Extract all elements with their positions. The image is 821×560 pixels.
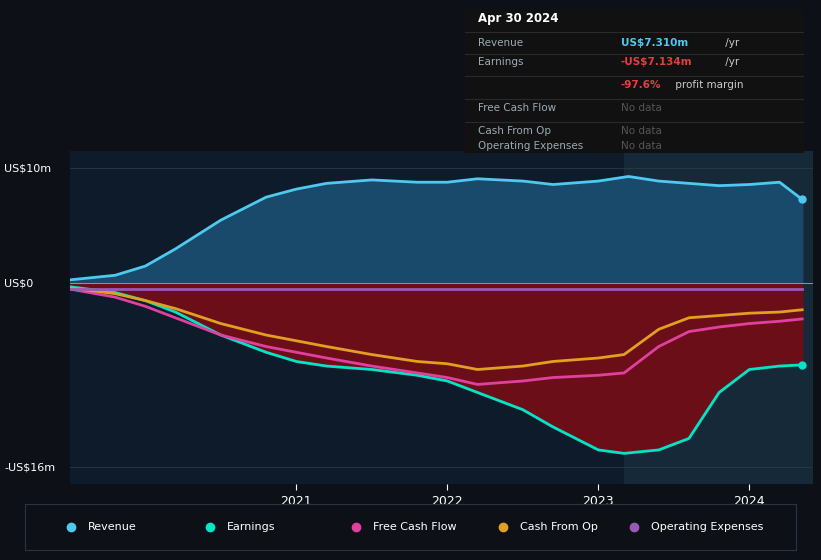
Text: Apr 30 2024: Apr 30 2024 bbox=[479, 12, 559, 25]
Text: US$10m: US$10m bbox=[4, 164, 51, 174]
Text: Free Cash Flow: Free Cash Flow bbox=[374, 522, 457, 532]
Text: -97.6%: -97.6% bbox=[621, 80, 661, 90]
Text: No data: No data bbox=[621, 141, 662, 151]
Text: /yr: /yr bbox=[722, 38, 740, 48]
Text: Revenue: Revenue bbox=[88, 522, 136, 532]
Bar bbox=[624, 151, 813, 484]
Text: Operating Expenses: Operating Expenses bbox=[651, 522, 764, 532]
Text: Earnings: Earnings bbox=[227, 522, 275, 532]
Text: -US$7.134m: -US$7.134m bbox=[621, 57, 692, 67]
Text: Operating Expenses: Operating Expenses bbox=[479, 141, 584, 151]
Text: -US$16m: -US$16m bbox=[4, 462, 55, 472]
Text: Cash From Op: Cash From Op bbox=[479, 126, 551, 136]
Text: profit margin: profit margin bbox=[672, 80, 743, 90]
Text: US$7.310m: US$7.310m bbox=[621, 38, 688, 48]
Text: No data: No data bbox=[621, 126, 662, 136]
Text: Cash From Op: Cash From Op bbox=[520, 522, 598, 532]
Text: /yr: /yr bbox=[722, 57, 740, 67]
Text: Free Cash Flow: Free Cash Flow bbox=[479, 103, 557, 113]
Text: US$0: US$0 bbox=[4, 278, 34, 288]
Text: Earnings: Earnings bbox=[479, 57, 524, 67]
Text: Revenue: Revenue bbox=[479, 38, 523, 48]
Text: No data: No data bbox=[621, 103, 662, 113]
